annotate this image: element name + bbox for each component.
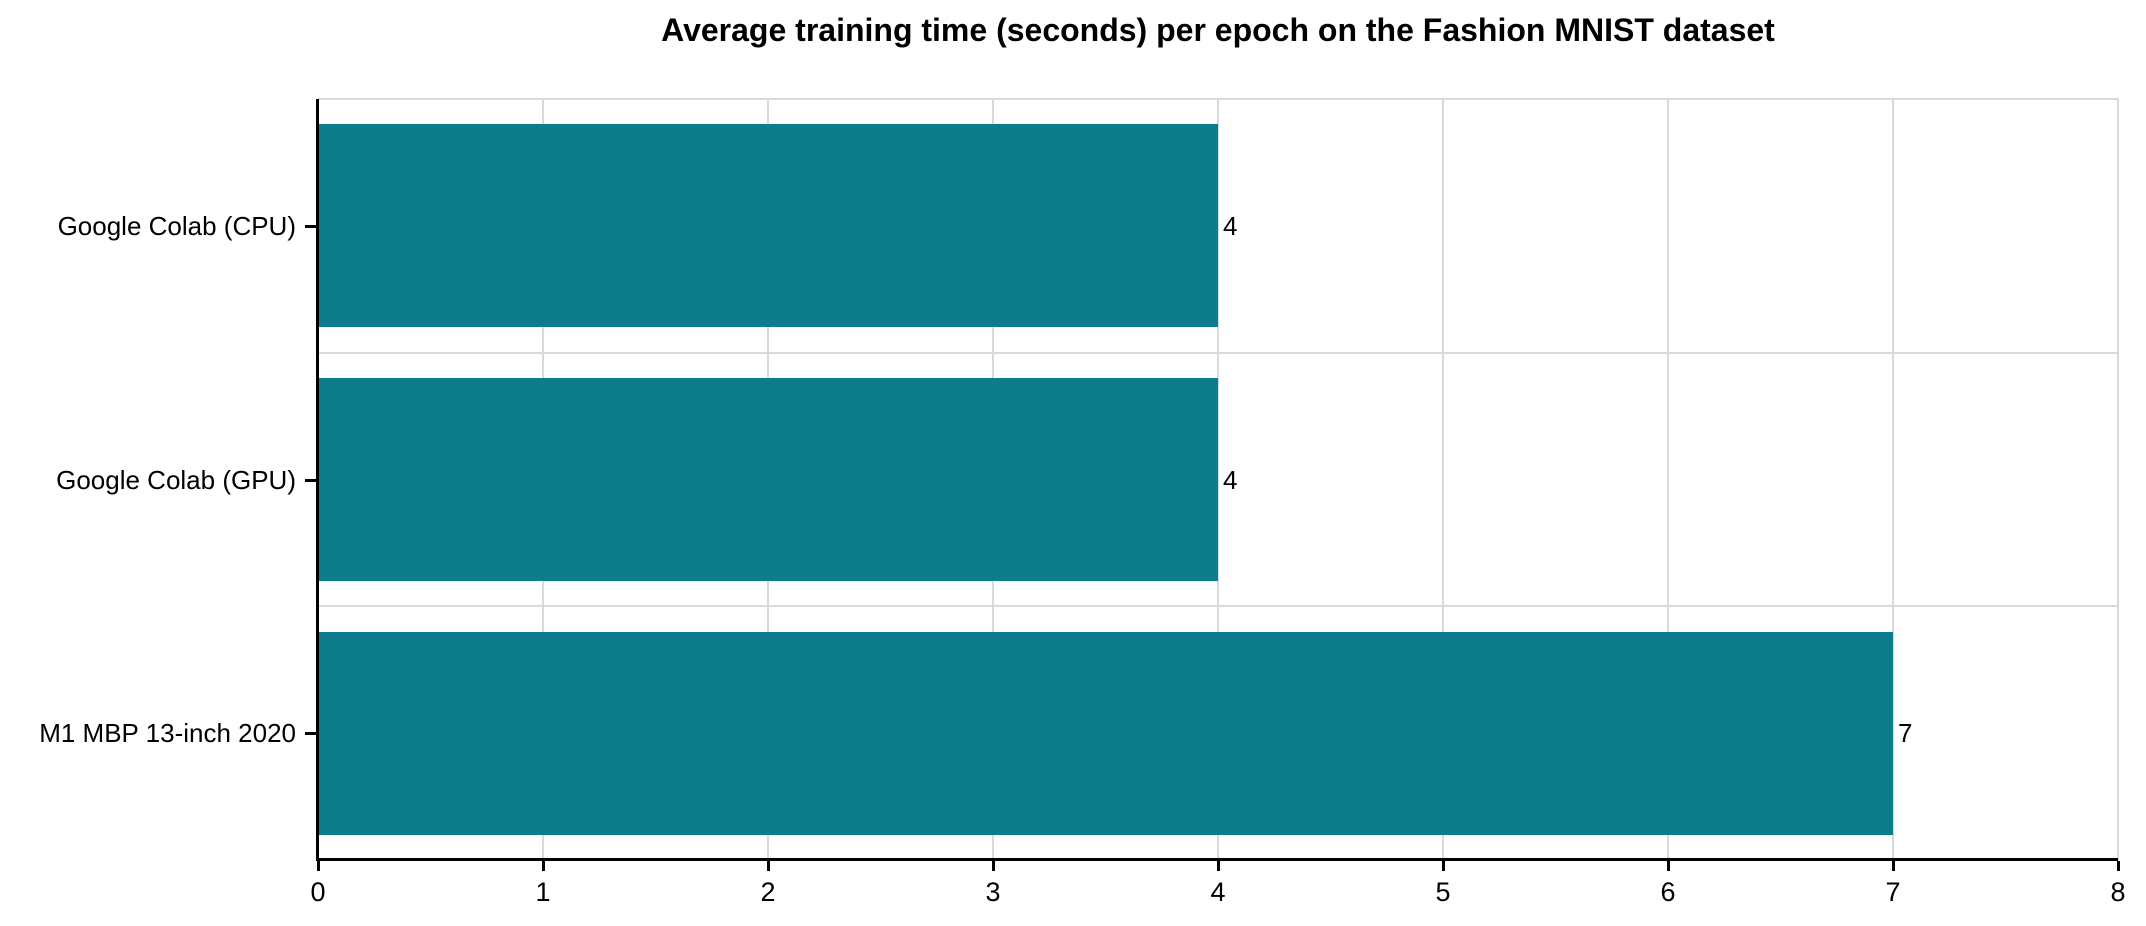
y-tick-label: M1 MBP 13-inch 2020 — [39, 718, 296, 748]
gridline-horizontal — [318, 98, 2118, 100]
y-tick — [305, 479, 317, 482]
x-tick-label: 2 — [760, 877, 776, 907]
gridline-horizontal — [318, 605, 2118, 607]
x-tick — [1442, 861, 1445, 871]
bar — [318, 124, 1218, 327]
x-tick-label: 4 — [1210, 877, 1226, 907]
gridline-vertical — [2117, 99, 2119, 860]
x-tick-label: 0 — [310, 877, 326, 907]
gridline-vertical — [1217, 99, 1219, 860]
x-axis-line — [316, 858, 2118, 861]
y-tick-label: Google Colab (GPU) — [56, 465, 296, 495]
x-tick-label: 6 — [1660, 877, 1676, 907]
x-tick — [542, 861, 545, 871]
y-tick — [305, 225, 317, 228]
bar-value-label: 4 — [1223, 211, 1238, 241]
gridline-vertical — [1667, 99, 1669, 860]
x-tick — [1217, 861, 1220, 871]
bar-value-label: 7 — [1898, 718, 1913, 748]
x-tick — [2117, 861, 2120, 871]
x-tick-label: 3 — [985, 877, 1001, 907]
bar-value-label: 4 — [1223, 465, 1238, 495]
x-tick-label: 1 — [535, 877, 551, 907]
y-axis-line — [316, 99, 319, 861]
gridline-vertical — [1892, 99, 1894, 860]
x-tick-label: 7 — [1885, 877, 1901, 907]
bar — [318, 378, 1218, 581]
x-tick — [317, 861, 320, 871]
x-tick — [1667, 861, 1670, 871]
y-tick — [305, 732, 317, 735]
gridline-horizontal — [318, 352, 2118, 354]
x-tick — [992, 861, 995, 871]
gridline-vertical — [1442, 99, 1444, 860]
bar — [318, 632, 1893, 835]
x-tick — [1892, 861, 1895, 871]
chart-title: Average training time (seconds) per epoc… — [661, 12, 1775, 48]
plot-area: 4 4 7 — [318, 98, 2119, 860]
x-tick — [767, 861, 770, 871]
x-tick-label: 5 — [1435, 877, 1451, 907]
y-tick-label: Google Colab (CPU) — [57, 211, 296, 241]
x-tick-label: 8 — [2110, 877, 2126, 907]
